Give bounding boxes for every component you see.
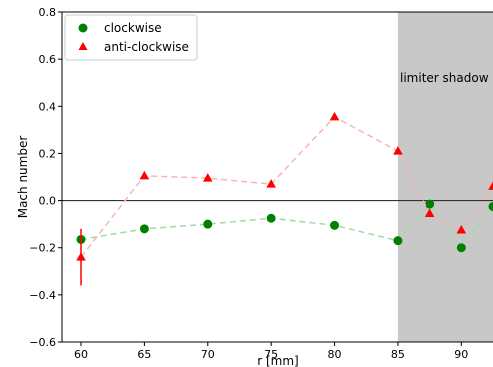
data-point-anti-clockwise <box>139 170 150 180</box>
data-point-anti-clockwise <box>202 173 213 182</box>
y-axis-label: Mach number <box>16 136 30 219</box>
y-tick-label: −0.4 <box>29 289 56 302</box>
data-point-clockwise <box>139 224 149 234</box>
shaded-region <box>397 12 493 342</box>
x-axis-label: r [mm] <box>257 354 299 367</box>
y-tick-label: 0.2 <box>39 147 57 160</box>
x-tick-label: 65 <box>137 348 151 361</box>
y-tick-label: 0.4 <box>39 100 57 113</box>
data-point-clockwise <box>330 220 340 230</box>
x-tick-label: 75 <box>264 348 278 361</box>
legend-marker-clockwise <box>78 23 88 33</box>
data-point-anti-clockwise <box>76 252 86 261</box>
legend-frame <box>64 14 198 61</box>
y-tick-label: 0.6 <box>39 53 57 66</box>
y-tick-label: 0.8 <box>39 6 57 19</box>
data-point-clockwise <box>393 236 403 246</box>
legend: clockwise anti-clockwise <box>64 14 198 61</box>
shaded-region-label: limiter shadow <box>400 71 489 85</box>
data-point-anti-clockwise <box>488 181 493 190</box>
x-tick-label: 85 <box>391 348 405 361</box>
x-tick-label: 60 <box>74 348 88 361</box>
data-point-anti-clockwise <box>329 111 340 121</box>
y-tick-label: −0.6 <box>29 336 56 349</box>
x-tick-label: 80 <box>328 348 342 361</box>
data-point-clockwise <box>266 213 276 223</box>
x-tick-label: 70 <box>201 348 215 361</box>
data-point-anti-clockwise <box>424 208 435 218</box>
legend-label-anti-clockwise: anti-clockwise <box>104 40 189 54</box>
data-point-clockwise <box>488 201 493 211</box>
x-tick-label: 90 <box>454 348 468 361</box>
data-point-anti-clockwise <box>266 179 276 188</box>
legend-marker-anti-clockwise <box>78 42 88 50</box>
y-tick-label: −0.2 <box>29 242 56 255</box>
data-point-anti-clockwise <box>456 225 467 234</box>
y-tick-label: 0.0 <box>39 195 57 208</box>
data-point-clockwise <box>456 243 466 253</box>
legend-label-clockwise: clockwise <box>104 21 162 35</box>
data-point-clockwise <box>203 219 213 229</box>
data-point-anti-clockwise <box>393 146 403 155</box>
data-point-clockwise <box>425 199 435 209</box>
